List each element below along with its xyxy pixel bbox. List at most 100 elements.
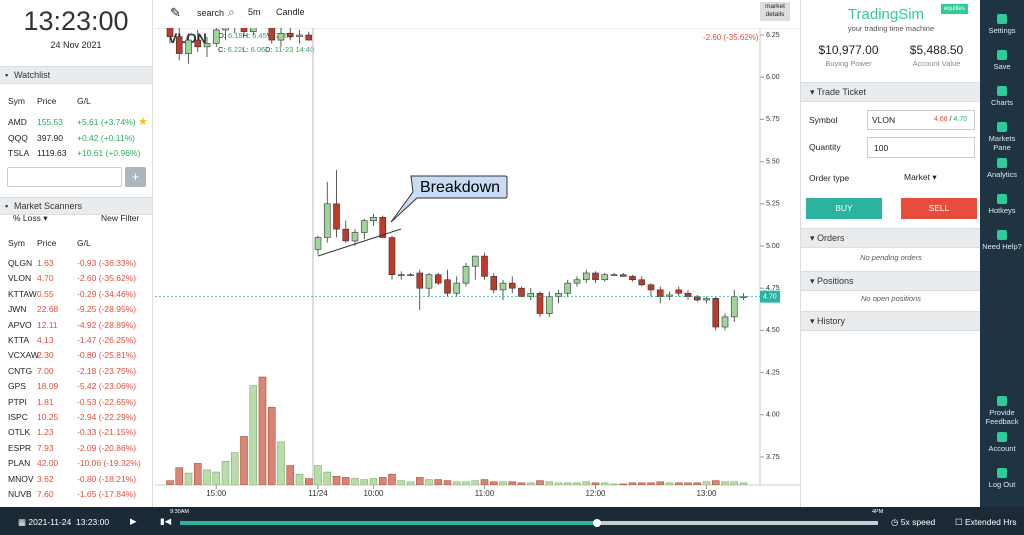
volume-bar: [582, 481, 591, 485]
ticket-header[interactable]: ▾ Trade Ticket: [801, 82, 981, 102]
column-header: Sym: [8, 96, 25, 106]
scanner-filter[interactable]: % Loss ▾: [13, 213, 48, 223]
volume-bar: [378, 477, 387, 485]
sell-button[interactable]: SELL: [901, 198, 977, 219]
row-symbol: KTTAW: [8, 288, 37, 299]
row-symbol: VLON: [8, 273, 32, 284]
sidebar-item[interactable]: Log Out: [988, 480, 1016, 489]
row-symbol: VCXAW: [8, 350, 39, 361]
sidebar-item[interactable]: Markets Pane: [988, 134, 1016, 152]
column-header: G/L: [77, 96, 91, 106]
add-button[interactable]: +: [125, 167, 146, 187]
start-label: 9:30AM: [170, 509, 189, 515]
search[interactable]: search: [197, 8, 225, 18]
candle-body: [675, 289, 683, 294]
filter-label: % Loss: [13, 213, 41, 223]
orders-header[interactable]: ▾ Orders: [801, 228, 981, 248]
sidebar-item[interactable]: Hotkeys: [988, 206, 1016, 215]
volume-bar: [656, 481, 665, 485]
buy-button[interactable]: BUY: [806, 198, 882, 219]
speed[interactable]: 5x speed: [900, 517, 936, 527]
sidebar-item[interactable]: Account: [988, 444, 1016, 453]
c-label: C:: [218, 45, 226, 54]
volume-bar: [221, 460, 230, 485]
volume-bar: [628, 482, 637, 485]
scanner-header[interactable]: ▪ Market Scanners: [0, 197, 152, 215]
sidebar-item[interactable]: Charts: [990, 98, 1014, 107]
buying-power: $10,977.00: [818, 43, 879, 57]
draw-icon[interactable]: ✎: [170, 5, 181, 20]
interval[interactable]: 5m: [248, 7, 261, 17]
search-icon[interactable]: ⌕: [228, 5, 235, 19]
x-tick-label: 12:00: [585, 489, 606, 498]
row-change: -9.25 (-28.95%): [77, 304, 137, 315]
symbol-field[interactable]: VLON 4.68 / 4.70: [867, 110, 975, 130]
new-filter[interactable]: New Filter: [101, 213, 140, 223]
candle-body: [730, 296, 738, 318]
extended-hours[interactable]: Extended Hrs: [964, 517, 1017, 527]
candle-body: [582, 272, 590, 281]
play-button[interactable]: ▶: [130, 516, 137, 526]
row-price: 4.13: [37, 335, 54, 345]
positions-header[interactable]: ▾ Positions: [801, 271, 981, 291]
left-panel: 13:23:00 24 Nov 2021 ▪ Watchlist Sym Pric…: [0, 0, 153, 507]
row-symbol: AMD: [8, 117, 27, 127]
volume-bar: [471, 480, 480, 485]
volume-bar: [304, 478, 313, 485]
volume-bar: [526, 482, 535, 485]
sidebar-icon: [997, 122, 1007, 132]
volume-bar: [730, 481, 739, 485]
candle-body: [360, 220, 368, 233]
order-type[interactable]: Market ▾: [904, 172, 937, 182]
candle-body: [194, 39, 202, 48]
volume-bar: [693, 482, 702, 485]
h-label: H:: [242, 31, 251, 40]
sidebar-icon: [997, 158, 1007, 168]
column-header: Price: [37, 96, 57, 106]
volume-bar: [249, 385, 258, 485]
end-label: 4PM: [872, 509, 884, 515]
volume-bar: [619, 483, 628, 485]
y-tick-label: 6.25: [766, 32, 780, 39]
sidebar-item[interactable]: Settings: [988, 26, 1016, 35]
symbol-input[interactable]: [7, 167, 122, 187]
sidebar-item[interactable]: Save: [993, 62, 1011, 71]
market-details[interactable]: market details: [760, 2, 790, 21]
progress-handle[interactable]: [593, 519, 601, 527]
trend-line: [317, 228, 402, 257]
sidebar-item[interactable]: Need Help?: [982, 242, 1022, 251]
ticket-title: Trade Ticket: [816, 87, 867, 97]
x-tick-label: 15:00: [206, 489, 227, 498]
row-price: 12.11: [37, 319, 58, 330]
candle-body: [342, 228, 350, 242]
row-change: -0.80 (-18.21%): [77, 473, 137, 484]
y-tick-label: 5.75: [766, 116, 780, 123]
sidebar-item[interactable]: Analytics: [986, 170, 1017, 179]
volume-bar: [184, 472, 193, 485]
volume-bar: [193, 463, 202, 485]
sidebar-item[interactable]: Provide Feedback: [985, 408, 1019, 426]
row-price: 4.70: [37, 273, 54, 284]
volume-bar: [665, 482, 674, 485]
candle-body: [462, 265, 470, 284]
candle-body: [508, 282, 516, 289]
row-change: -10.06 (-19.32%): [77, 458, 141, 469]
row-price: 1.63: [37, 258, 54, 268]
favorite-star: ★: [138, 116, 148, 128]
watchlist-header[interactable]: ▪ Watchlist: [0, 66, 152, 84]
volume-bar: [258, 376, 267, 485]
volume-bar: [295, 473, 304, 485]
volume-bar: [554, 482, 563, 485]
history-header[interactable]: ▾ History: [801, 311, 981, 331]
row-symbol: GPS: [8, 381, 26, 392]
order-type-label: Order type: [809, 173, 850, 183]
volume-bar: [314, 465, 322, 485]
skip-button[interactable]: ▮◀: [160, 516, 172, 526]
chart-toolbar: ✎ search ⌕ 5m Candle market details: [155, 0, 800, 29]
quantity-field[interactable]: 100: [867, 137, 975, 158]
row-symbol: OTLK: [8, 427, 31, 438]
volume-bar: [323, 471, 332, 485]
candle-body: [499, 282, 507, 291]
sidebar: Settings Save Charts Markets Pane Analytics H…: [980, 0, 1024, 507]
chart-type[interactable]: Candle: [276, 7, 305, 17]
